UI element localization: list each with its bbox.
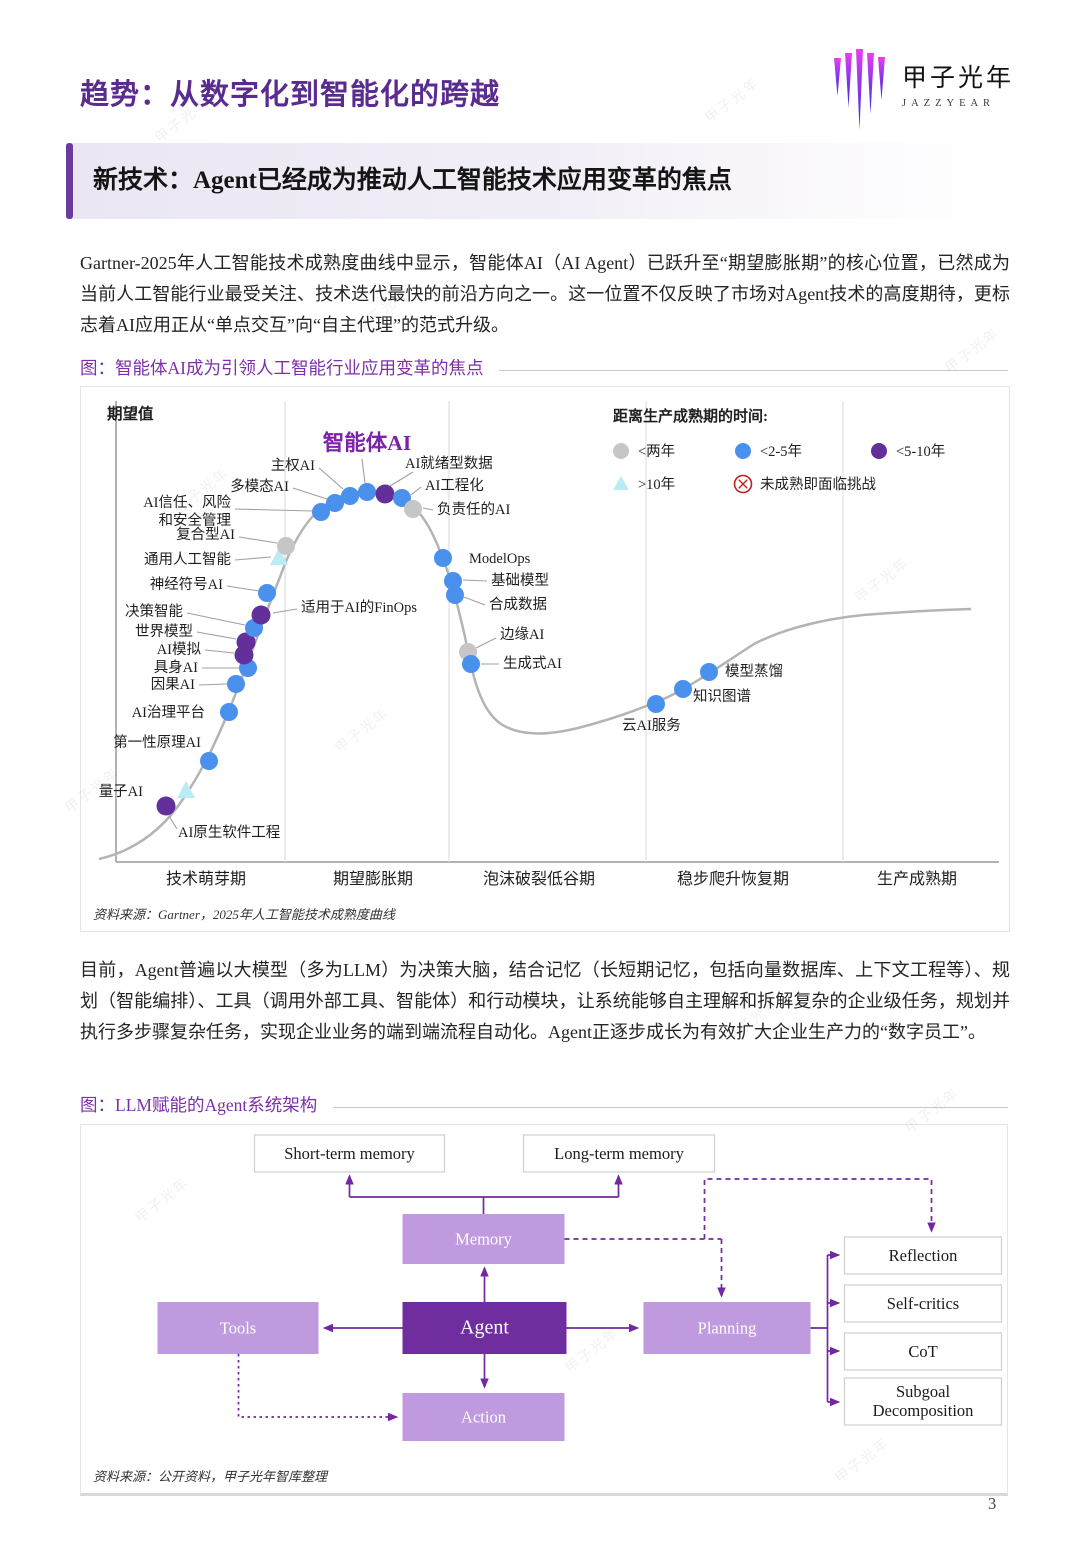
svg-text:知识图谱: 知识图谱 <box>693 688 751 705</box>
svg-text:模型蒸馏: 模型蒸馏 <box>725 663 783 680</box>
figure2-source: 资料来源：公开资料，甲子光年智库整理 <box>93 1469 328 1484</box>
svg-text:负责任的AI: 负责任的AI <box>437 501 510 518</box>
svg-text:第一性原理AI: 第一性原理AI <box>113 733 201 751</box>
svg-text:AI原生软件工程: AI原生软件工程 <box>178 824 280 841</box>
section-accent-bar <box>66 143 73 219</box>
svg-text:生产成熟期: 生产成熟期 <box>877 870 957 888</box>
svg-text:<两年: <两年 <box>638 443 675 460</box>
svg-text:泡沫破裂低谷期: 泡沫破裂低谷期 <box>483 870 595 888</box>
brand-text: 甲子光年 JAZZYEAR <box>902 44 1014 109</box>
architecture-diagram: Short-term memory Long-term memory Memory T… <box>157 1134 1003 1441</box>
svg-text:Self-critics: Self-critics <box>887 1294 959 1313</box>
architecture-figure: Short-term memory Long-term memory Memory T… <box>80 1124 1008 1496</box>
svg-text:AI模拟: AI模拟 <box>157 641 202 658</box>
svg-text:AI就绪型数据: AI就绪型数据 <box>405 455 493 472</box>
arch-node-subgoal: Subgoal Decomposition <box>843 1377 1003 1426</box>
arch-node-self-critics: Self-critics <box>843 1284 1003 1323</box>
paragraph-2: 目前，Agent普遍以大模型（多为LLM）为决策大脑，结合记忆（长短期记忆，包括… <box>80 960 1010 1042</box>
svg-text:生成式AI: 生成式AI <box>503 655 562 672</box>
figure1-title: 图：智能体AI成为引领人工智能行业应用变革的焦点 <box>80 358 484 378</box>
arch-node-agent: Agent <box>402 1302 567 1354</box>
svg-text:边缘AI: 边缘AI <box>500 626 544 643</box>
svg-text:技术萌芽期: 技术萌芽期 <box>166 870 246 888</box>
svg-text:>10年: >10年 <box>638 476 675 493</box>
svg-text:世界模型: 世界模型 <box>135 623 193 640</box>
svg-text:Long-term memory: Long-term memory <box>554 1144 684 1163</box>
arch-node-tools: Tools <box>157 1302 319 1354</box>
section-title: 新技术：Agent已经成为推动人工智能技术应用变革的焦点 <box>93 167 732 194</box>
svg-text:多模态AI: 多模态AI <box>230 478 289 495</box>
arch-node-planning: Planning <box>643 1302 811 1354</box>
svg-text:<5-10年: <5-10年 <box>896 443 945 460</box>
svg-text:稳步爬升恢复期: 稳步爬升恢复期 <box>677 870 789 888</box>
svg-text:Planning: Planning <box>698 1319 757 1338</box>
svg-text:主权AI: 主权AI <box>271 457 315 474</box>
brand-name-en: JAZZYEAR <box>901 98 996 109</box>
svg-text:智能体AI: 智能体AI <box>323 430 411 455</box>
arch-node-reflection: Reflection <box>843 1236 1003 1275</box>
arch-node-long-term-memory: Long-term memory <box>522 1134 716 1173</box>
section-header: 新技术：Agent已经成为推动人工智能技术应用变革的焦点 <box>66 143 1013 219</box>
svg-text:量子AI: 量子AI <box>99 783 143 800</box>
svg-text:云AI服务: 云AI服务 <box>622 717 681 734</box>
figure1-source: 资料来源：Gartner，2025年人工智能技术成熟度曲线 <box>93 907 395 922</box>
figure2-title-row: 图：LLM赋能的Agent系统架构 <box>80 1092 1008 1117</box>
watermark: 甲子光年 <box>703 75 763 127</box>
svg-text:基础模型: 基础模型 <box>491 572 549 589</box>
svg-text:AI工程化: AI工程化 <box>425 477 484 494</box>
svg-text:期望膨胀期: 期望膨胀期 <box>333 870 413 888</box>
svg-text:合成数据: 合成数据 <box>489 596 547 613</box>
figure1-title-row: 图：智能体AI成为引领人工智能行业应用变革的焦点 <box>80 355 1008 380</box>
arch-node-memory: Memory <box>402 1214 565 1264</box>
svg-text:Action: Action <box>461 1408 506 1427</box>
svg-text:Agent: Agent <box>460 1317 509 1339</box>
svg-text:适用于AI的FinOps: 适用于AI的FinOps <box>301 599 417 616</box>
brand-logo: 甲子光年 JAZZYEAR <box>833 44 1014 132</box>
svg-text:AI信任、风险和安全管理: AI信任、风险和安全管理 <box>143 494 231 529</box>
hype-cycle-figure: 期望值 距离生产成熟期的时间: <两年 <2-5年 <5-10年 >10年 未成熟即面临挑战… <box>80 386 1010 932</box>
svg-text:Tools: Tools <box>220 1319 256 1338</box>
arch-node-action: Action <box>402 1393 565 1441</box>
svg-text:ModelOps: ModelOps <box>469 551 531 567</box>
jazzyear-bars-icon <box>833 49 885 130</box>
figure1-rule <box>499 369 1008 371</box>
paragraph-1: Gartner-2025年人工智能技术成熟度曲线中显示，智能体AI（AI Age… <box>80 253 1010 335</box>
svg-text:因果AI: 因果AI <box>151 677 195 693</box>
figure2-title: 图：LLM赋能的Agent系统架构 <box>80 1095 318 1115</box>
page-title: 趋势：从数字化到智能化的跨越 <box>80 79 501 112</box>
arch-node-cot: CoT <box>843 1332 1003 1371</box>
svg-text:期望值: 期望值 <box>107 404 154 423</box>
svg-text:距离生产成熟期的时间:: 距离生产成熟期的时间: <box>613 407 768 425</box>
svg-text:Reflection: Reflection <box>889 1246 958 1265</box>
svg-text:Memory: Memory <box>455 1230 513 1249</box>
svg-text:<2-5年: <2-5年 <box>760 443 802 460</box>
svg-text:通用人工智能: 通用人工智能 <box>144 551 231 568</box>
svg-text:复合型AI: 复合型AI <box>176 525 235 543</box>
page-number: 3 <box>988 1494 997 1513</box>
arch-node-short-term-memory: Short-term memory <box>253 1134 446 1173</box>
figure2-rule <box>333 1106 1008 1108</box>
brand-name-cn: 甲子光年 <box>901 65 1014 92</box>
svg-text:神经符号AI: 神经符号AI <box>150 576 223 593</box>
hype-cycle-chart: 期望值 距离生产成熟期的时间: <两年 <2-5年 <5-10年 >10年 未成熟即面临挑战… <box>99 401 999 888</box>
svg-text:具身AI: 具身AI <box>154 659 198 676</box>
svg-text:AI治理平台: AI治理平台 <box>132 704 205 721</box>
svg-text:CoT: CoT <box>908 1342 937 1361</box>
svg-text:Short-term memory: Short-term memory <box>284 1144 415 1163</box>
svg-text:决策智能: 决策智能 <box>125 603 183 620</box>
svg-text:未成熟即面临挑战: 未成熟即面临挑战 <box>760 476 876 493</box>
